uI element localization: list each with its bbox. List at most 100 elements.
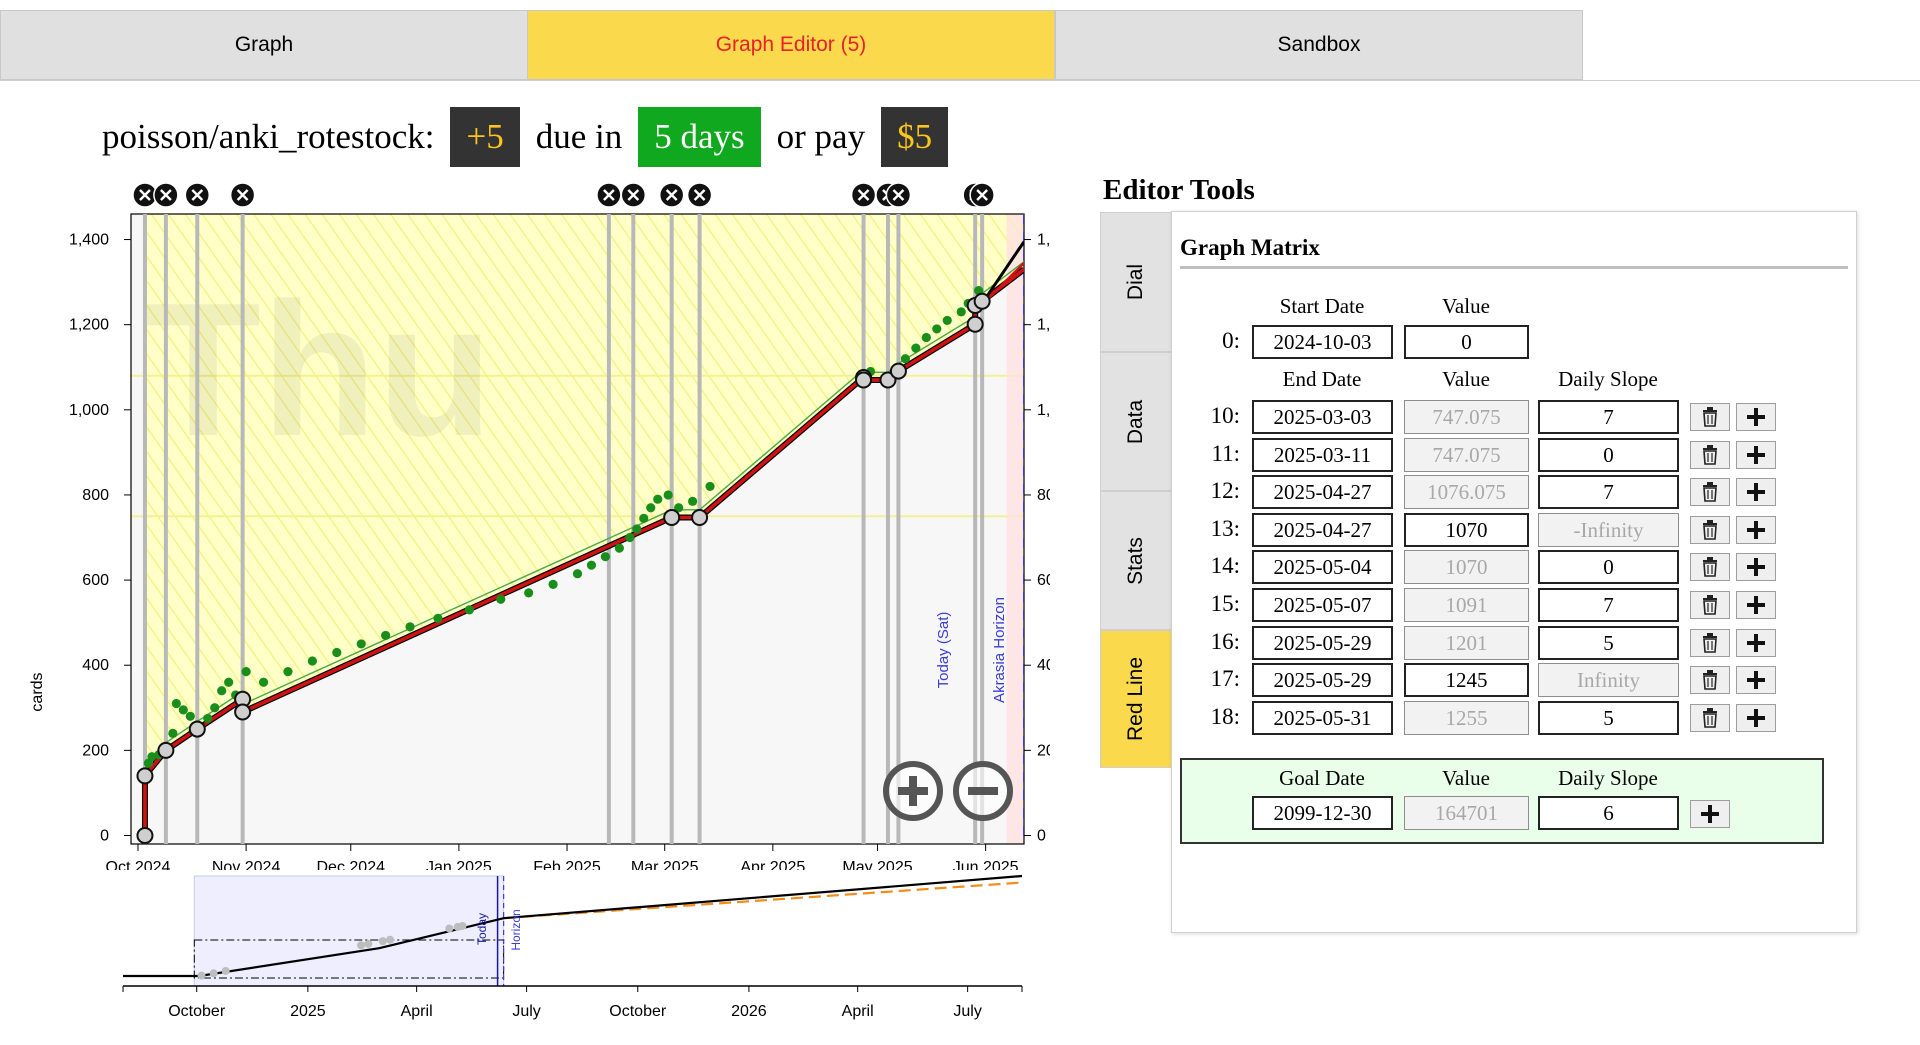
- insert-row-button[interactable]: [1736, 666, 1776, 694]
- tab-sandbox[interactable]: Sandbox: [1055, 10, 1583, 80]
- remove-row-cross: [191, 189, 204, 201]
- y-tick-label: 1,000: [69, 402, 109, 419]
- datapoint: [147, 752, 157, 762]
- delete-row-button[interactable]: [1690, 441, 1730, 469]
- remove-row-cross: [236, 189, 249, 201]
- row-index: 15:: [1210, 591, 1240, 616]
- value-field[interactable]: 1245: [1404, 663, 1529, 697]
- insert-row-button[interactable]: [1736, 591, 1776, 619]
- remove-row-icon[interactable]: [153, 182, 179, 208]
- remove-row-icon[interactable]: [596, 182, 622, 208]
- insert-row-button[interactable]: [1736, 441, 1776, 469]
- remove-row-icon[interactable]: [686, 182, 713, 208]
- delete-row-button[interactable]: [1690, 553, 1730, 581]
- remove-row-icon[interactable]: [850, 182, 877, 208]
- delete-row-button[interactable]: [1690, 516, 1730, 544]
- end-date-field[interactable]: 2025-03-11: [1252, 438, 1393, 472]
- end-date-field[interactable]: 2025-04-27: [1252, 513, 1393, 547]
- remove-row-icon[interactable]: [132, 182, 158, 208]
- daily-slope-field: Infinity: [1538, 663, 1679, 697]
- daily-slope-field[interactable]: 7: [1538, 475, 1679, 509]
- value-field[interactable]: 1070: [1404, 513, 1529, 547]
- end-date-field[interactable]: 2025-05-31: [1252, 701, 1393, 735]
- insert-row-button[interactable]: [1736, 478, 1776, 506]
- insert-row-button[interactable]: [1736, 403, 1776, 431]
- start-date-field[interactable]: 2024-10-03: [1252, 325, 1393, 359]
- remove-row-icon[interactable]: [885, 182, 912, 208]
- x-tick-label: Jan 2025: [426, 859, 492, 870]
- tab-graph-editor[interactable]: Graph Editor (5): [527, 10, 1055, 80]
- daily-slope-field[interactable]: 5: [1538, 626, 1679, 660]
- daily-slope-field[interactable]: 7: [1538, 588, 1679, 622]
- plus-icon: [1747, 483, 1765, 501]
- insert-row-button[interactable]: [1736, 516, 1776, 544]
- inflection-point: [157, 741, 175, 759]
- remove-row-cross: [665, 189, 678, 201]
- value-field: 1255: [1404, 701, 1529, 735]
- end-date-field[interactable]: 2025-05-04: [1252, 550, 1393, 584]
- mini-datapoint: [197, 971, 206, 980]
- goal-date-field[interactable]: 2099-12-30: [1252, 796, 1393, 830]
- tab-bar: Graph Graph Editor (5) Sandbox: [0, 10, 1920, 81]
- goal-slope-field[interactable]: 6: [1538, 796, 1679, 830]
- remove-row-cross: [693, 189, 706, 201]
- insert-row-button[interactable]: [1736, 553, 1776, 581]
- delete-row-button[interactable]: [1690, 629, 1730, 657]
- row-index: 16:: [1210, 629, 1240, 654]
- add-row-button[interactable]: [1690, 800, 1730, 828]
- vtab-stats[interactable]: Stats: [1100, 491, 1172, 630]
- end-date-field[interactable]: 2025-04-27: [1252, 475, 1393, 509]
- goal-value-header: Value: [1442, 766, 1490, 790]
- datapoint: [942, 315, 952, 326]
- remove-row-icon[interactable]: [229, 182, 256, 208]
- remove-row-icon[interactable]: [658, 182, 685, 208]
- good-side-hatch: [144, 214, 1024, 836]
- delete-row-button[interactable]: [1690, 478, 1730, 506]
- remove-row-cross: [603, 189, 615, 201]
- datapoint: [496, 594, 506, 604]
- end-date-header: End Date: [1282, 367, 1362, 391]
- delete-row-button[interactable]: [1690, 704, 1730, 732]
- datapoint: [524, 588, 534, 598]
- insert-row-button[interactable]: [1736, 704, 1776, 732]
- value-field: 1201: [1404, 626, 1529, 660]
- remove-row-icon[interactable]: [184, 182, 211, 208]
- y-tick-label-right: 1,000: [1037, 402, 1050, 419]
- datapoint: [705, 481, 715, 492]
- zoom-navigator[interactable]: October 2025 April July October 2026 April July…: [0, 868, 1040, 1028]
- zoom-in-button[interactable]: [883, 761, 943, 821]
- vtab-data[interactable]: Data: [1100, 352, 1172, 491]
- vtab-red-line[interactable]: Red Line: [1100, 630, 1172, 768]
- editor-tools-title: Editor Tools: [1103, 174, 1255, 206]
- zoom-out-button[interactable]: [953, 761, 1013, 821]
- y-tick-label: 1,200: [69, 317, 109, 334]
- inflection-point: [663, 509, 681, 527]
- daily-slope-field[interactable]: 0: [1538, 438, 1679, 472]
- tab-graph[interactable]: Graph: [0, 10, 528, 80]
- end-date-field[interactable]: 2025-05-29: [1252, 663, 1393, 697]
- mini-datapoint: [357, 941, 366, 950]
- x-tick-label: Jun 2025: [953, 859, 1019, 870]
- mini-today-label: Today: [475, 913, 489, 945]
- daily-slope-field[interactable]: 5: [1538, 701, 1679, 735]
- datapoint: [224, 677, 234, 687]
- remove-row-icon[interactable]: [620, 182, 647, 208]
- datapoint: [356, 639, 366, 649]
- start-value-field[interactable]: 0: [1404, 325, 1529, 359]
- insert-row-button[interactable]: [1736, 629, 1776, 657]
- datapoint: [210, 703, 220, 713]
- y-tick-label-right: 0: [1037, 827, 1046, 844]
- datapoint: [381, 630, 391, 641]
- end-date-field[interactable]: 2025-05-29: [1252, 626, 1393, 660]
- zoom-box[interactable]: [193, 939, 505, 979]
- end-date-field[interactable]: 2025-03-03: [1252, 400, 1393, 434]
- end-date-field[interactable]: 2025-05-07: [1252, 588, 1393, 622]
- daily-slope-field[interactable]: 7: [1538, 400, 1679, 434]
- delete-row-button[interactable]: [1690, 666, 1730, 694]
- vtab-dial[interactable]: Dial: [1100, 212, 1172, 352]
- delete-row-button[interactable]: [1690, 403, 1730, 431]
- remove-row-icon[interactable]: [969, 182, 995, 208]
- mini-datapoint: [458, 921, 467, 930]
- delete-row-button[interactable]: [1690, 591, 1730, 619]
- daily-slope-field[interactable]: 0: [1538, 550, 1679, 584]
